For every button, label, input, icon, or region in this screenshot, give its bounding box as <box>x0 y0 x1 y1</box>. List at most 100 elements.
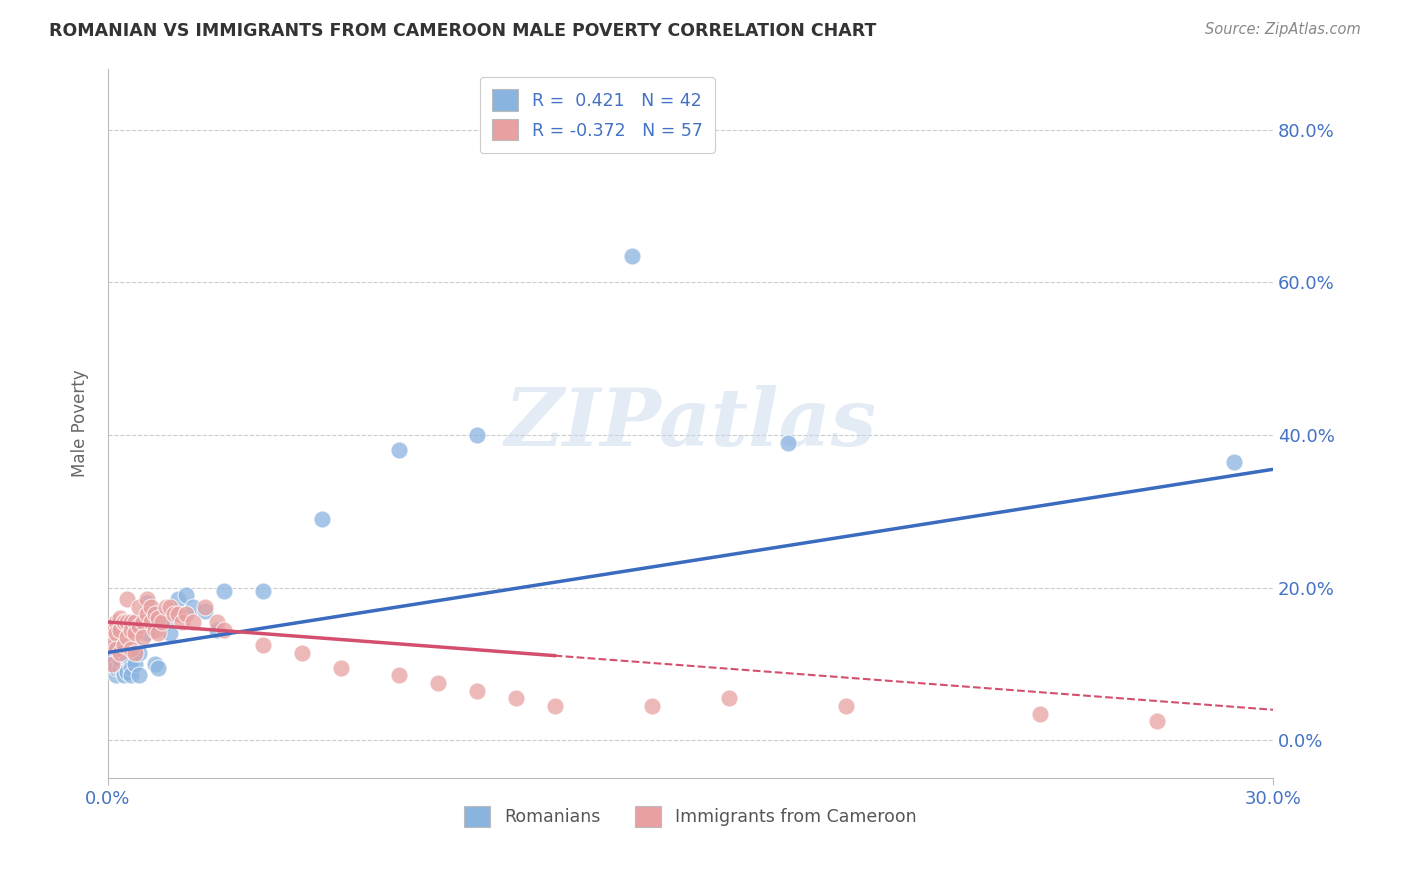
Point <box>1029 706 1052 721</box>
Point <box>108 623 131 637</box>
Point <box>143 657 166 671</box>
Point <box>112 615 135 629</box>
Point <box>505 691 527 706</box>
Point <box>148 611 170 625</box>
Point <box>128 668 150 682</box>
Legend: Romanians, Immigrants from Cameroon: Romanians, Immigrants from Cameroon <box>457 798 924 834</box>
Point <box>112 638 135 652</box>
Point <box>128 646 150 660</box>
Point <box>124 615 146 629</box>
Point <box>148 661 170 675</box>
Point <box>155 599 177 614</box>
Point <box>117 665 139 679</box>
Point <box>135 607 157 622</box>
Point <box>150 615 173 629</box>
Point <box>128 619 150 633</box>
Point <box>101 638 124 652</box>
Point <box>117 615 139 629</box>
Point <box>108 653 131 667</box>
Point <box>148 626 170 640</box>
Point <box>465 683 488 698</box>
Point <box>132 615 155 629</box>
Point <box>205 615 228 629</box>
Point <box>174 607 197 622</box>
Point <box>108 661 131 675</box>
Point <box>112 649 135 664</box>
Point <box>167 592 190 607</box>
Point <box>159 626 181 640</box>
Point <box>104 641 127 656</box>
Point <box>543 698 565 713</box>
Point <box>143 623 166 637</box>
Y-axis label: Male Poverty: Male Poverty <box>72 369 89 477</box>
Point <box>183 615 205 629</box>
Point <box>132 630 155 644</box>
Point <box>1223 455 1246 469</box>
Point <box>108 646 131 660</box>
Point <box>163 607 186 622</box>
Text: ROMANIAN VS IMMIGRANTS FROM CAMEROON MALE POVERTY CORRELATION CHART: ROMANIAN VS IMMIGRANTS FROM CAMEROON MAL… <box>49 22 876 40</box>
Point <box>104 661 127 675</box>
Point <box>120 653 142 667</box>
Point <box>128 599 150 614</box>
Point <box>167 607 190 622</box>
Point <box>311 512 333 526</box>
Point <box>117 649 139 664</box>
Point <box>124 626 146 640</box>
Point <box>621 248 644 262</box>
Point <box>388 443 411 458</box>
Point <box>214 623 236 637</box>
Point <box>159 599 181 614</box>
Point <box>135 596 157 610</box>
Point <box>143 607 166 622</box>
Point <box>135 626 157 640</box>
Point <box>124 657 146 671</box>
Point <box>194 603 217 617</box>
Point <box>252 584 274 599</box>
Point <box>124 641 146 656</box>
Point <box>112 615 135 629</box>
Point <box>776 435 799 450</box>
Point <box>194 599 217 614</box>
Point <box>104 615 127 629</box>
Point <box>108 611 131 625</box>
Point <box>120 615 142 629</box>
Point <box>330 661 353 675</box>
Point <box>640 698 662 713</box>
Point <box>139 599 162 614</box>
Point <box>112 668 135 682</box>
Point <box>124 646 146 660</box>
Point <box>117 592 139 607</box>
Point <box>104 638 127 652</box>
Point <box>108 646 131 660</box>
Point <box>291 646 314 660</box>
Point <box>465 428 488 442</box>
Point <box>174 588 197 602</box>
Point <box>120 623 142 637</box>
Point <box>139 615 162 629</box>
Point <box>718 691 741 706</box>
Point <box>104 626 127 640</box>
Point <box>252 638 274 652</box>
Point <box>101 623 124 637</box>
Point <box>101 646 124 660</box>
Point <box>120 641 142 656</box>
Point <box>132 615 155 629</box>
Text: Source: ZipAtlas.com: Source: ZipAtlas.com <box>1205 22 1361 37</box>
Point <box>135 592 157 607</box>
Point <box>183 599 205 614</box>
Point <box>112 665 135 679</box>
Point <box>120 661 142 675</box>
Text: ZIPatlas: ZIPatlas <box>505 384 876 462</box>
Point <box>120 668 142 682</box>
Point <box>155 615 177 629</box>
Point <box>101 657 124 671</box>
Point <box>139 607 162 622</box>
Point <box>835 698 858 713</box>
Point <box>117 646 139 660</box>
Point <box>427 676 450 690</box>
Point <box>104 668 127 682</box>
Point <box>101 653 124 667</box>
Point <box>388 668 411 682</box>
Point <box>1146 714 1168 729</box>
